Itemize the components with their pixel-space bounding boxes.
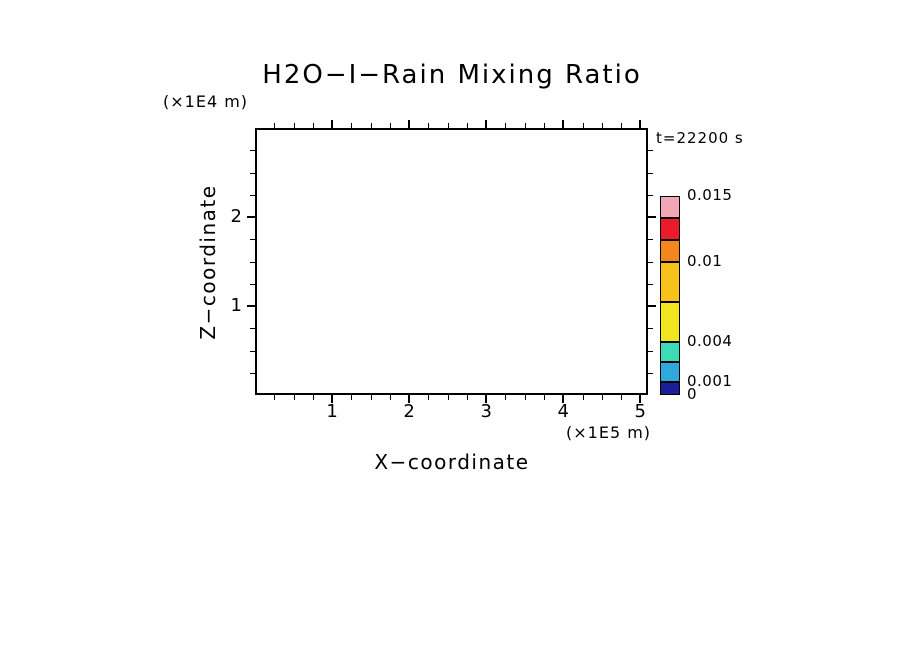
y-minor-tick: [250, 372, 255, 374]
x-major-tick: [485, 395, 488, 403]
y-minor-tick: [648, 150, 653, 152]
y-minor-tick: [648, 172, 653, 174]
x-minor-tick: [428, 123, 430, 128]
x-minor-tick: [370, 395, 372, 400]
x-minor-tick: [428, 395, 430, 400]
y-minor-tick: [648, 372, 653, 374]
x-minor-tick: [274, 123, 276, 128]
x-minor-tick: [312, 123, 314, 128]
colorbar-segment: [660, 218, 680, 241]
y-major-tick: [247, 216, 255, 218]
colorbar-segment: [660, 302, 680, 342]
y-minor-tick: [648, 239, 653, 241]
plot-area: [255, 128, 648, 395]
x-minor-tick: [601, 395, 603, 400]
colorbar-tick-label: 0: [687, 385, 698, 403]
y-minor-tick: [648, 261, 653, 263]
x-tick-label: 2: [403, 401, 415, 422]
colorbar-tick-label: 0.001: [687, 371, 733, 390]
x-minor-tick: [466, 395, 468, 400]
x-minor-tick: [351, 123, 353, 128]
x-axis-title: X−coordinate: [374, 450, 530, 474]
x-minor-tick: [312, 395, 314, 400]
y-tick-label: 2: [230, 206, 242, 227]
colorbar-segment: [660, 341, 680, 362]
x-minor-tick: [543, 395, 545, 400]
colorbar-segment: [660, 381, 680, 395]
x-major-tick: [408, 120, 411, 128]
x-major-tick: [331, 120, 334, 128]
y-minor-tick: [250, 350, 255, 352]
colorbar-tick-label: 0.01: [687, 252, 723, 271]
y-minor-tick: [250, 150, 255, 152]
y-axis-units-label: (×1E4 m): [163, 92, 249, 111]
x-major-tick: [639, 395, 642, 403]
y-minor-tick: [250, 172, 255, 174]
x-major-tick: [485, 120, 488, 128]
x-major-tick: [562, 120, 565, 128]
x-minor-tick: [293, 123, 295, 128]
y-major-tick: [648, 305, 656, 307]
y-minor-tick: [648, 283, 653, 285]
x-minor-tick: [543, 123, 545, 128]
x-minor-tick: [351, 395, 353, 400]
x-minor-tick: [621, 395, 623, 400]
colorbar-segment: [660, 196, 680, 219]
y-minor-tick: [250, 239, 255, 241]
x-minor-tick: [524, 395, 526, 400]
time-annotation: t=22200 s: [656, 129, 744, 147]
x-tick-label: 1: [326, 401, 338, 422]
x-major-tick: [331, 395, 334, 403]
x-minor-tick: [370, 123, 372, 128]
x-tick-label: 5: [634, 401, 646, 422]
x-minor-tick: [601, 123, 603, 128]
chart-title: H2O−I−Rain Mixing Ratio: [262, 60, 642, 90]
x-major-tick: [639, 120, 642, 128]
x-axis-units-label: (×1E5 m): [566, 423, 652, 442]
y-minor-tick: [648, 328, 653, 330]
colorbar-tick-label: 0.004: [687, 331, 733, 350]
x-major-tick: [562, 395, 565, 403]
x-tick-label: 3: [480, 401, 492, 422]
colorbar-tick-label: 0.015: [687, 186, 733, 204]
y-tick-label: 1: [230, 295, 242, 316]
y-minor-tick: [250, 328, 255, 330]
x-minor-tick: [389, 123, 391, 128]
x-minor-tick: [582, 395, 584, 400]
x-minor-tick: [389, 395, 391, 400]
x-tick-label: 4: [557, 401, 569, 422]
y-major-tick: [648, 216, 656, 218]
x-minor-tick: [274, 395, 276, 400]
colorbar-segment: [660, 240, 680, 263]
x-minor-tick: [447, 123, 449, 128]
y-axis-title: Z−coordinate: [196, 184, 220, 340]
x-minor-tick: [505, 123, 507, 128]
x-minor-tick: [582, 123, 584, 128]
x-minor-tick: [621, 123, 623, 128]
y-minor-tick: [648, 350, 653, 352]
colorbar-segment: [660, 262, 680, 303]
y-minor-tick: [250, 261, 255, 263]
colorbar-segment: [660, 361, 680, 382]
y-minor-tick: [250, 283, 255, 285]
x-major-tick: [408, 395, 411, 403]
x-minor-tick: [524, 123, 526, 128]
x-minor-tick: [293, 395, 295, 400]
x-minor-tick: [447, 395, 449, 400]
x-minor-tick: [466, 123, 468, 128]
y-minor-tick: [648, 194, 653, 196]
y-minor-tick: [250, 194, 255, 196]
y-major-tick: [247, 305, 255, 307]
x-minor-tick: [505, 395, 507, 400]
